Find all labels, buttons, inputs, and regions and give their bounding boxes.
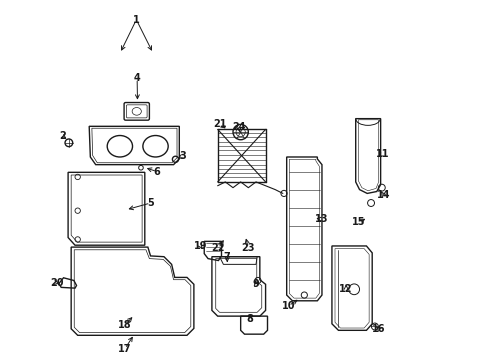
Text: 4: 4: [134, 73, 140, 84]
Text: 20: 20: [50, 278, 63, 288]
Text: 19: 19: [193, 241, 207, 251]
Text: 1: 1: [133, 15, 140, 25]
Text: 9: 9: [252, 279, 259, 289]
Text: 16: 16: [371, 324, 385, 334]
Text: 12: 12: [339, 284, 352, 294]
Text: 3: 3: [179, 151, 185, 161]
Text: 23: 23: [241, 243, 255, 253]
Text: 17: 17: [118, 344, 131, 354]
Text: 18: 18: [118, 320, 131, 330]
Text: 10: 10: [281, 301, 295, 311]
Text: 11: 11: [375, 149, 388, 159]
Text: 15: 15: [351, 217, 365, 227]
Text: 6: 6: [153, 167, 160, 176]
Text: 24: 24: [231, 122, 245, 132]
Text: 5: 5: [147, 198, 154, 208]
Text: 21: 21: [213, 120, 226, 129]
Text: 13: 13: [314, 214, 327, 224]
Text: 22: 22: [211, 243, 224, 253]
Text: 8: 8: [246, 314, 253, 324]
Text: 14: 14: [376, 190, 389, 199]
Text: 2: 2: [59, 131, 65, 141]
Text: 7: 7: [224, 252, 230, 262]
